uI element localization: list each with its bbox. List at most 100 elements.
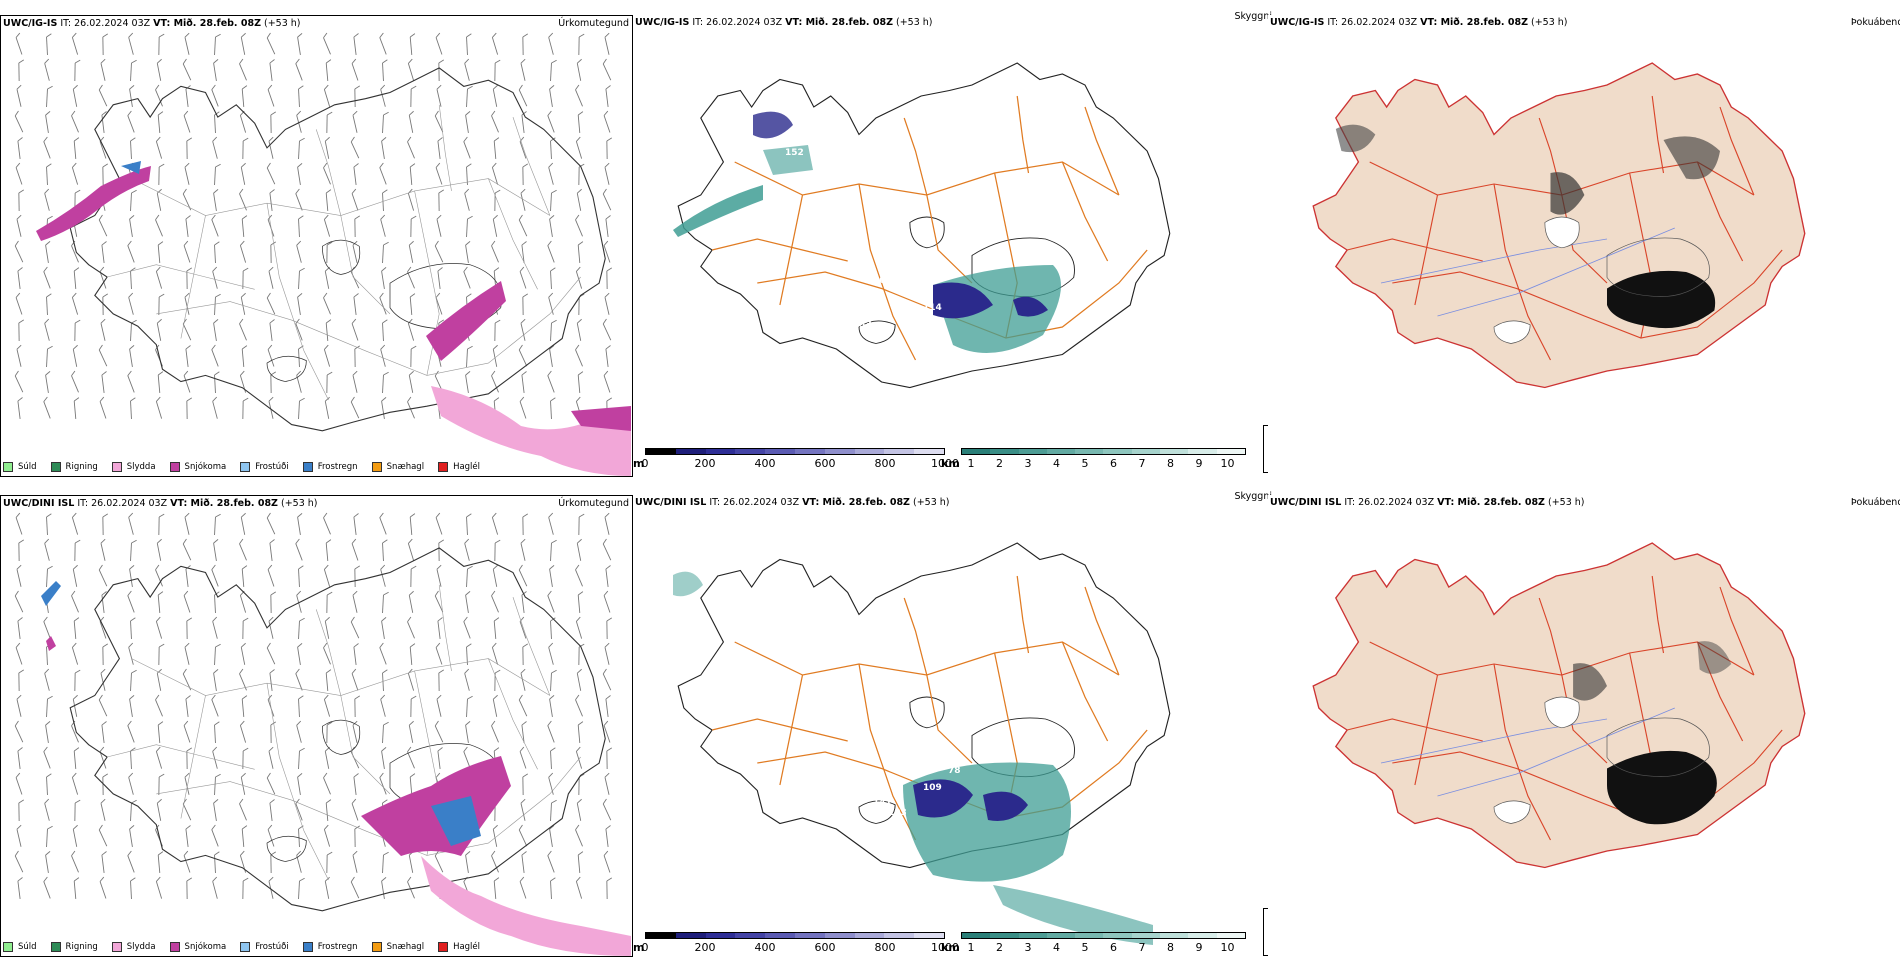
- wind-barb: [47, 696, 53, 717]
- colorbar-tick: 9: [1196, 457, 1203, 470]
- road-line: [1017, 96, 1028, 173]
- legend-item: Slydda: [112, 462, 156, 472]
- colorbar-tick: 6: [1110, 941, 1117, 954]
- wind-barb: [523, 294, 528, 315]
- wind-barb: [577, 189, 586, 211]
- visibility-value-label: 141: [873, 798, 892, 808]
- wind-barb: [16, 695, 26, 717]
- wind-barb: [154, 695, 167, 716]
- wind-barb: [523, 514, 528, 535]
- wind-barb: [438, 747, 446, 768]
- wind-barb: [547, 851, 559, 872]
- wind-barb: [182, 539, 195, 560]
- wind-barb: [295, 59, 307, 80]
- precip-type-panel: UWC/IG-IS IT: 26.02.2024 03Z VT: Mið. 28…: [0, 15, 633, 477]
- wind-barb: [322, 513, 335, 534]
- wind-barb: [549, 565, 557, 587]
- wind-barb: [351, 189, 363, 210]
- wind-barb: [271, 112, 276, 133]
- road-line: [316, 609, 341, 695]
- wind-barb: [520, 669, 530, 691]
- wind-barb: [575, 617, 586, 639]
- wind-barb: [410, 294, 417, 315]
- wind-barb: [604, 33, 614, 55]
- wind-barb: [70, 371, 83, 392]
- wind-barb: [298, 86, 304, 107]
- wind-barb: [519, 877, 531, 898]
- wind-barb: [98, 825, 111, 846]
- wind-barb: [100, 59, 110, 81]
- wind-barb: [270, 189, 278, 210]
- wind-barb: [579, 514, 584, 535]
- colorbar-tick: 10: [1221, 457, 1235, 470]
- wind-barb: [323, 695, 334, 717]
- wind-barb: [606, 345, 614, 366]
- wind-barb: [602, 799, 615, 820]
- wind-barb: [214, 242, 220, 263]
- wind-barb: [409, 721, 418, 743]
- wind-barb: [187, 618, 192, 639]
- wind-barb: [352, 241, 362, 263]
- colorbar-unit: km: [941, 457, 960, 470]
- wind-barb: [98, 565, 111, 586]
- wind-barb: [519, 267, 531, 288]
- wind-barb: [603, 851, 615, 872]
- wind-barb: [242, 566, 249, 587]
- wind-barb: [74, 268, 81, 289]
- wind-barb: [43, 397, 55, 418]
- wind-barb: [522, 851, 530, 872]
- visibility-value-label: 134: [863, 346, 882, 356]
- wind-barb: [323, 345, 334, 367]
- road-line: [904, 118, 927, 195]
- wind-barb: [352, 371, 362, 393]
- wind-barb: [19, 800, 24, 821]
- wind-barb: [154, 85, 167, 106]
- wind-barb: [322, 773, 335, 794]
- legend-swatch: [170, 462, 180, 472]
- wind-barb: [578, 372, 585, 393]
- wind-barb: [606, 825, 614, 846]
- wind-barb: [299, 398, 305, 419]
- wind-barb: [325, 747, 334, 769]
- wind-barb: [436, 695, 446, 717]
- wind-barb: [157, 539, 166, 561]
- wind-barb: [354, 643, 362, 664]
- wind-barb: [351, 59, 363, 80]
- wind-barb: [550, 268, 556, 289]
- wind-barb: [436, 565, 446, 587]
- legend-swatch: [170, 942, 180, 952]
- wind-barb: [518, 215, 531, 236]
- wind-barb: [43, 617, 55, 638]
- wind-barb: [266, 293, 279, 314]
- wind-barb: [213, 669, 221, 691]
- road-line: [904, 598, 927, 675]
- wind-barb: [73, 85, 82, 107]
- colorbar-unit: km: [941, 941, 960, 954]
- wind-barb: [578, 242, 585, 263]
- legend-swatch: [3, 942, 13, 952]
- wind-barb: [103, 644, 108, 665]
- wind-barb: [523, 774, 528, 795]
- wind-barb: [157, 669, 166, 691]
- wind-barb: [71, 773, 82, 795]
- colorbar-tick: 1: [968, 941, 975, 954]
- wind-barb: [326, 670, 333, 691]
- wind-barb: [71, 163, 82, 185]
- colorbar-tick: 800: [875, 941, 896, 954]
- wind-barb: [355, 566, 360, 587]
- wind-barb: [548, 643, 558, 665]
- wind-barb: [15, 513, 27, 534]
- wind-barb: [438, 267, 446, 288]
- wind-barb: [103, 34, 108, 55]
- wind-barb: [411, 346, 416, 367]
- wind-barb: [325, 267, 334, 289]
- wind-barb: [606, 565, 614, 586]
- wind-barb: [354, 773, 362, 794]
- wind-barb: [381, 747, 389, 769]
- wind-barb: [490, 371, 503, 392]
- wind-barb: [186, 215, 194, 236]
- wind-barb: [158, 722, 165, 743]
- wind-barb: [463, 617, 475, 638]
